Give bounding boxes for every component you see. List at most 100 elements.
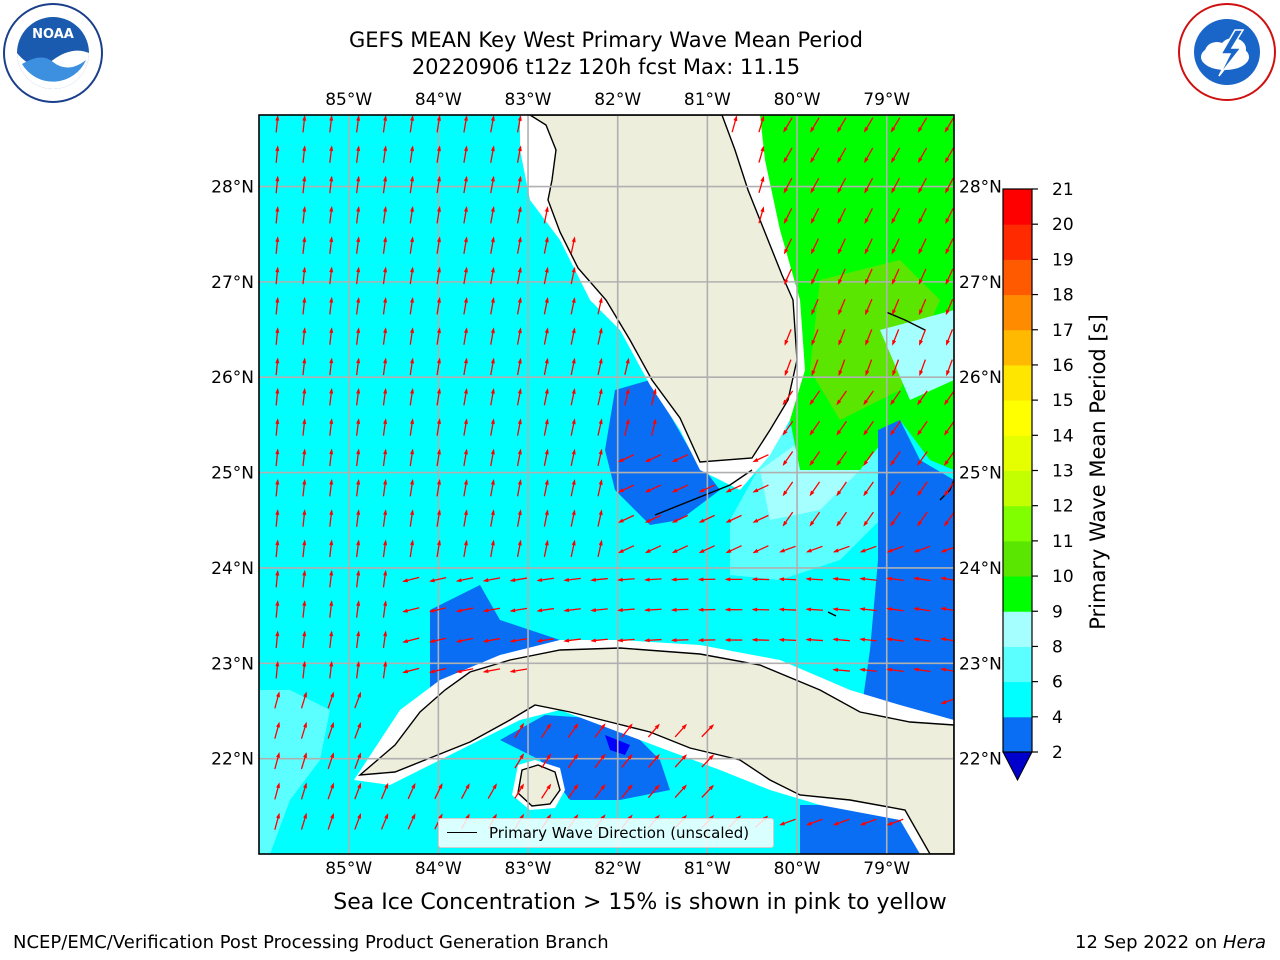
wave-arrow bbox=[327, 782, 334, 800]
wave-arrow bbox=[436, 478, 441, 497]
wave-arrow bbox=[725, 514, 742, 523]
wave-arrow bbox=[355, 569, 361, 588]
wave-arrow bbox=[409, 448, 415, 467]
colorbar-segment bbox=[1003, 329, 1032, 366]
wave-arrow bbox=[436, 387, 441, 406]
wave-arrow bbox=[463, 418, 468, 436]
wave-arrow bbox=[836, 451, 848, 466]
wave-arrow bbox=[570, 448, 576, 467]
wave-arrow bbox=[436, 145, 441, 163]
wave-arrow bbox=[382, 630, 388, 649]
lat-label-right: 27°N bbox=[959, 273, 1002, 293]
wave-arrow bbox=[436, 296, 441, 315]
wave-arrow bbox=[865, 298, 873, 316]
wave-arrow bbox=[300, 782, 307, 800]
lat-label-left: 27°N bbox=[211, 273, 254, 293]
wave-arrow bbox=[758, 145, 765, 163]
wave-arrow bbox=[509, 668, 528, 673]
wave-arrow bbox=[402, 637, 420, 643]
wave-arrow bbox=[516, 539, 522, 558]
wave-arrow bbox=[402, 667, 420, 674]
wave-arrow bbox=[597, 297, 603, 315]
wave-arrow bbox=[275, 509, 280, 527]
wave-arrow bbox=[541, 783, 552, 799]
colorbar-tick-label: 15 bbox=[1052, 391, 1074, 411]
wave-arrow bbox=[918, 208, 927, 225]
wave-arrow bbox=[811, 359, 819, 377]
lon-label-top: 83°W bbox=[505, 90, 552, 110]
wave-arrow bbox=[409, 145, 415, 163]
wave-arrow bbox=[516, 297, 522, 315]
colorbar-segment bbox=[1003, 435, 1032, 471]
wave-arrow bbox=[724, 607, 743, 612]
wave-arrow bbox=[355, 357, 361, 376]
wave-arrow bbox=[516, 266, 522, 285]
wave-arrow bbox=[724, 577, 743, 582]
wave-arrow bbox=[698, 514, 715, 523]
wave-arrow bbox=[302, 569, 307, 588]
colorbar-tick-label: 20 bbox=[1052, 215, 1074, 235]
wave-arrow bbox=[409, 115, 415, 133]
wave-arrow bbox=[674, 784, 687, 799]
wave-arrow bbox=[302, 115, 307, 133]
wave-arrow bbox=[490, 115, 495, 133]
wave-arrow bbox=[811, 298, 819, 316]
wave-arrow bbox=[837, 238, 846, 255]
wave-arrow bbox=[463, 327, 468, 345]
wave-arrow bbox=[490, 327, 495, 345]
wave-arrow bbox=[864, 238, 873, 255]
wave-arrow bbox=[890, 451, 901, 466]
wave-arrow bbox=[455, 607, 474, 613]
wave-arrow bbox=[329, 205, 334, 224]
colorbar-segment bbox=[1003, 505, 1032, 542]
wave-arrow bbox=[436, 266, 441, 285]
wave-arrow bbox=[302, 509, 307, 527]
wave-arrow bbox=[482, 668, 501, 674]
wave-arrow bbox=[671, 545, 689, 554]
wave-arrow bbox=[274, 752, 280, 770]
wave-arrow bbox=[382, 569, 388, 588]
wave-arrow bbox=[890, 481, 901, 497]
wave-arrow bbox=[944, 147, 954, 164]
wave-arrow bbox=[543, 236, 549, 254]
lon-label-bottom: 79°W bbox=[863, 859, 910, 879]
wave-arrow bbox=[863, 117, 874, 133]
wave-arrow bbox=[327, 812, 334, 830]
wave-arrow bbox=[300, 721, 307, 739]
wave-arrow bbox=[617, 545, 635, 554]
wave-arrow bbox=[945, 298, 954, 316]
wave-arrow bbox=[836, 390, 848, 406]
wave-arrow bbox=[516, 327, 522, 345]
lon-label-bottom: 83°W bbox=[505, 859, 552, 879]
wave-arrow bbox=[516, 115, 522, 133]
wave-arrow bbox=[436, 236, 441, 254]
wave-arrow bbox=[516, 448, 522, 467]
noaa-logo-text: NOAA bbox=[32, 27, 74, 42]
wave-arrow bbox=[811, 268, 819, 285]
wave-arrow bbox=[945, 238, 954, 255]
wave-arrow bbox=[783, 208, 793, 225]
wave-arrow bbox=[725, 545, 742, 554]
wave-arrow bbox=[302, 357, 307, 376]
legend-label: Primary Wave Direction (unscaled) bbox=[489, 824, 750, 842]
wave-arrow bbox=[460, 783, 470, 800]
wave-arrow bbox=[837, 147, 847, 164]
wave-arrow bbox=[327, 721, 334, 739]
colorbar-tick-label: 18 bbox=[1052, 286, 1074, 306]
wave-arrow bbox=[329, 660, 334, 679]
colorbar: 2 4 6 8 9 10 11 12 13 14 15 16 17 18 19 20 21 bbox=[1002, 180, 1074, 782]
wave-arrow bbox=[302, 600, 307, 618]
wave-arrow bbox=[275, 236, 280, 254]
wave-arrow bbox=[570, 388, 576, 406]
wave-arrow bbox=[697, 607, 716, 612]
chart-title: GEFS MEAN Key West Primary Wave Mean Per… bbox=[349, 28, 863, 52]
wave-arrow bbox=[329, 539, 334, 558]
wave-arrow bbox=[838, 359, 846, 377]
wave-arrow bbox=[809, 420, 821, 436]
colorbar-tick-label: 12 bbox=[1052, 497, 1074, 517]
wave-arrow bbox=[783, 147, 793, 164]
wave-arrow bbox=[940, 546, 954, 553]
wave-arrow bbox=[355, 266, 361, 285]
wave-arrow bbox=[543, 448, 549, 467]
florida-keys bbox=[654, 469, 753, 516]
